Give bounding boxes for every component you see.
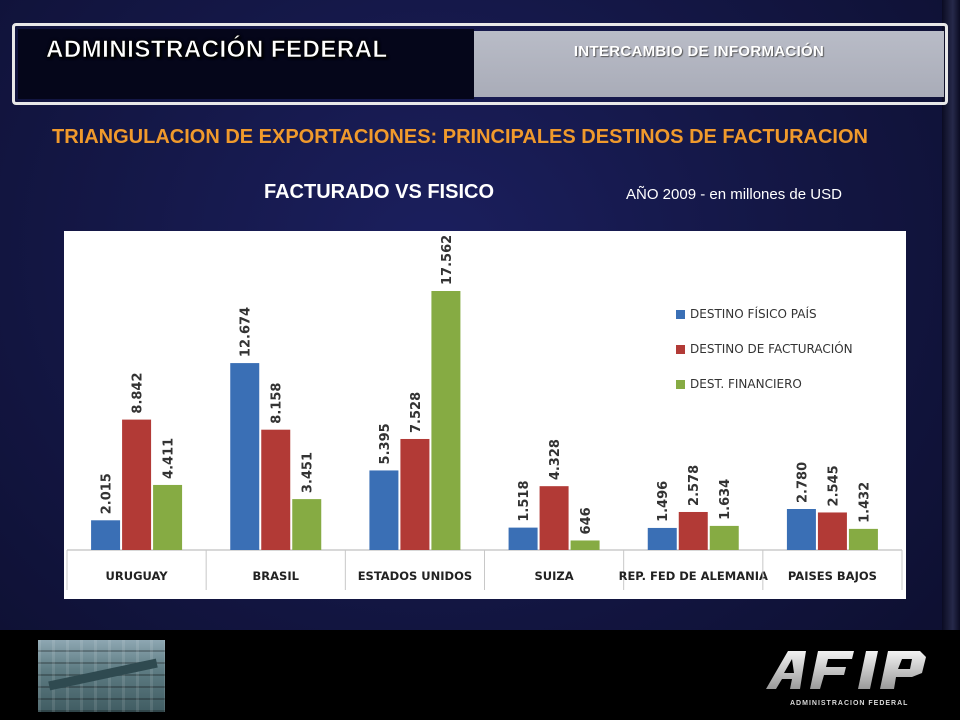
data-label: 8.842 [131,372,146,413]
right-edge-strip [942,0,960,630]
header-section-title: INTERCAMBIO DE INFORMACIÓN [573,43,825,60]
category-label: REP. FED DE ALEMANIA [619,569,768,583]
header-agency-title: ADMINISTRACIÓN FEDERAL [46,36,388,64]
data-label: 7.528 [409,392,424,433]
bar-3-2 [292,499,322,550]
data-label: 2.578 [687,465,702,506]
bar-2-1 [122,419,152,550]
bar-1-4 [508,527,538,550]
legend-label: DEST. FINANCIERO [690,377,802,391]
bar-2-3 [400,438,430,550]
data-label: 1.432 [857,482,872,523]
data-label: 2.545 [826,465,841,506]
legend-label: DESTINO FÍSICO PAÍS [690,307,817,321]
footer-logo-text: ADMINISTRACION FEDERAL [790,700,909,707]
bar-2-4 [539,486,569,550]
bar-1-6 [786,509,816,550]
header-frame [12,23,948,105]
bar-2-5 [678,511,708,550]
category-label: URUGUAY [106,569,169,583]
bar-3-3 [431,291,461,550]
legend-swatch [676,310,685,319]
bar-1-1 [91,520,121,550]
data-label: 4.411 [162,438,177,479]
data-label: 12.674 [239,307,254,357]
page-title: TRIANGULACION DE EXPORTACIONES: PRINCIPA… [52,126,868,148]
bar-1-2 [230,363,260,550]
bar-3-4 [570,540,600,550]
bar-2-2 [261,429,291,550]
chart-svg: 2.015 8.842 4.411 URUGUAY 12.674 8.158 3.451 BR… [66,235,903,590]
data-label: 1.518 [517,480,532,521]
header-right-panel [474,31,944,97]
bar-1-5 [647,527,677,550]
chart-subtitle: FACTURADO VS FISICO [264,181,495,203]
data-label: 1.496 [656,481,671,522]
data-label: 8.158 [270,383,285,424]
category-label: PAISES BAJOS [788,569,877,583]
data-label: 17.562 [440,235,455,285]
bar-3-1 [153,484,183,550]
units-note: AÑO 2009 - en millones de USD [626,186,842,203]
building-photo [38,640,165,712]
afip-logo-icon [766,651,926,689]
data-label: 5.395 [378,423,393,464]
legend-swatch [676,345,685,354]
bar-chart: 2.015 8.842 4.411 URUGUAY 12.674 8.158 3.451 BR… [64,231,906,599]
data-label: 4.328 [548,439,563,480]
data-label: 3.451 [301,452,316,493]
legend-label: DESTINO DE FACTURACIÓN [690,342,853,356]
category-label: BRASIL [253,569,300,583]
legend-swatch [676,380,685,389]
header-left-panel [18,29,474,99]
category-label: ESTADOS UNIDOS [358,569,472,583]
bar-3-6 [848,528,878,550]
data-label: 646 [579,507,594,534]
bar-1-3 [369,470,399,550]
bar-3-5 [709,525,739,550]
data-label: 2.015 [100,473,115,514]
data-label: 2.780 [795,462,810,503]
category-label: SUIZA [535,569,574,583]
data-label: 1.634 [718,479,733,520]
bar-2-6 [817,512,847,550]
